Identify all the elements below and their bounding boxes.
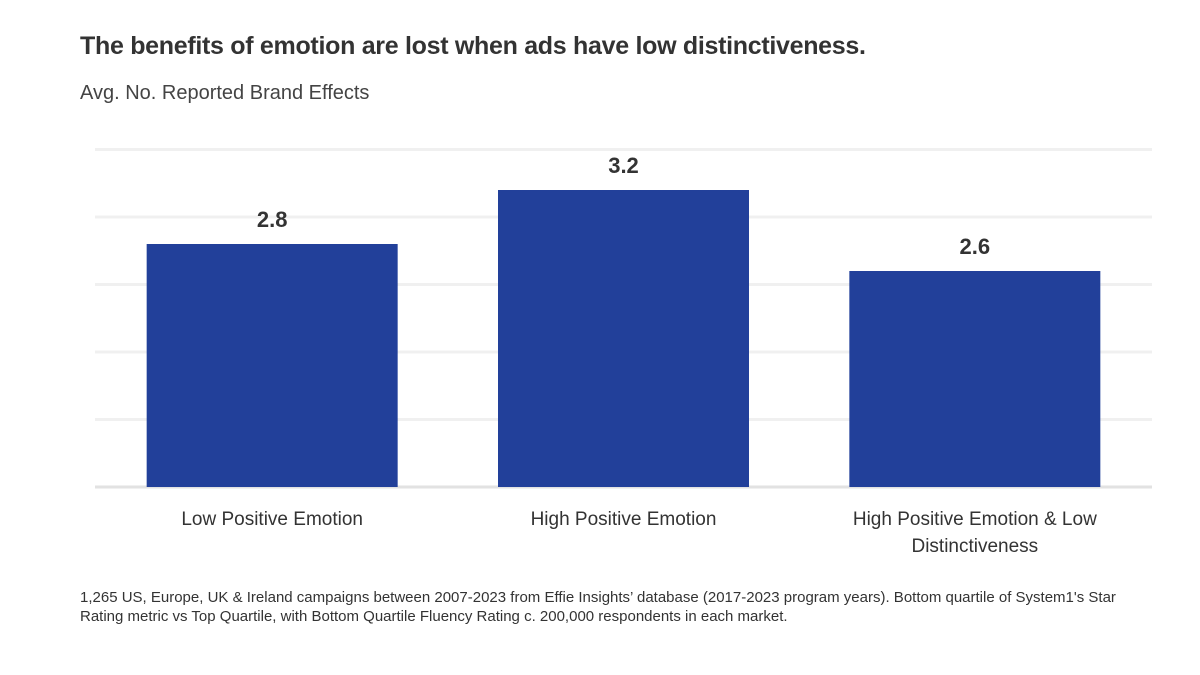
category-label: Distinctiveness bbox=[911, 536, 1038, 557]
data-label: 3.2 bbox=[608, 153, 639, 178]
data-label: 2.6 bbox=[960, 234, 991, 259]
chart-title: The benefits of emotion are lost when ad… bbox=[80, 32, 866, 60]
category-label: High Positive Emotion & Low bbox=[853, 509, 1097, 530]
bar bbox=[498, 190, 749, 487]
chart-subtitle: Avg. No. Reported Brand Effects bbox=[80, 82, 370, 104]
data-label: 2.8 bbox=[257, 207, 288, 232]
category-label: High Positive Emotion bbox=[531, 509, 717, 530]
bar bbox=[849, 271, 1101, 487]
category-label: Low Positive Emotion bbox=[181, 509, 363, 530]
bar bbox=[146, 244, 398, 487]
footnote: 1,265 US, Europe, UK & Ireland campaigns… bbox=[80, 589, 1116, 625]
